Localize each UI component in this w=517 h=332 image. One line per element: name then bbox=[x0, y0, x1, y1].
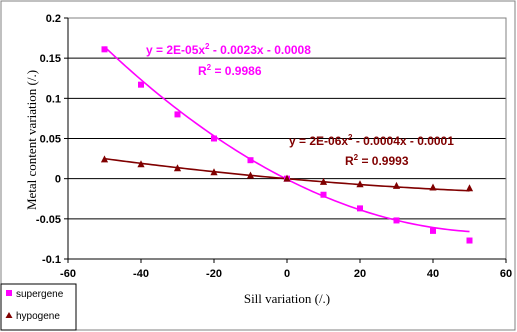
supergene-point bbox=[430, 227, 436, 234]
y-tick-label: 0.1 bbox=[46, 93, 61, 105]
supergene-point bbox=[247, 157, 254, 164]
legend-supergene-marker bbox=[6, 290, 12, 296]
supergene-r2: R2 = 0.9986 bbox=[198, 63, 262, 78]
hypogene-point bbox=[100, 155, 109, 163]
hypogene-point bbox=[173, 164, 182, 172]
supergene-point bbox=[101, 46, 108, 53]
hypogene-point bbox=[319, 177, 328, 185]
hypogene-r2: R2 = 0.9993 bbox=[345, 153, 409, 168]
supergene-point bbox=[211, 135, 217, 142]
hypogene-point bbox=[429, 183, 437, 191]
supergene-equation: y = 2E-05x2 - 0.0023x - 0.0008 bbox=[146, 42, 311, 57]
legend-hypogene-label: hypogene bbox=[16, 311, 60, 322]
data-points bbox=[100, 46, 474, 244]
x-axis-title: Sill variation (/.) bbox=[244, 291, 330, 306]
legend: supergene hypogene bbox=[0, 283, 77, 331]
y-tick-label: -0.05 bbox=[36, 214, 61, 226]
legend-supergene-label: supergene bbox=[16, 289, 64, 300]
y-tick-label: -0.1 bbox=[42, 254, 61, 266]
legend-box bbox=[0, 283, 77, 331]
supergene-point bbox=[466, 237, 473, 244]
x-tick-label: 0 bbox=[284, 268, 290, 280]
x-tick-label: -60 bbox=[60, 268, 76, 280]
supergene-point bbox=[357, 205, 363, 212]
legend-hypogene-marker bbox=[5, 312, 13, 318]
x-tick-label: -20 bbox=[206, 268, 222, 280]
hypogene-point bbox=[137, 160, 145, 168]
x-tick-label: 60 bbox=[500, 268, 512, 280]
hypogene-point bbox=[246, 171, 255, 179]
hypogene-point bbox=[392, 181, 401, 189]
hypogene-point bbox=[283, 174, 291, 182]
axes: 0.2 0.15 0.1 0.05 0 -0.05 -0.1 -60 -40 -20 0 20 40 60 bbox=[36, 13, 512, 280]
y-axis-title: Metal content variation (/.) bbox=[24, 70, 39, 210]
supergene-point bbox=[320, 191, 327, 198]
x-tick-label: 20 bbox=[354, 268, 366, 280]
hypogene-equation: y = 2E-06x2 - 0.0004x - 0.0001 bbox=[289, 133, 454, 148]
supergene-point bbox=[393, 217, 400, 224]
y-tick-label: 0.15 bbox=[40, 53, 61, 65]
y-tick-label: 0 bbox=[55, 174, 61, 186]
x-tick-label: -40 bbox=[133, 268, 149, 280]
hypogene-point bbox=[465, 184, 474, 192]
y-tick-label: 0.05 bbox=[40, 134, 61, 146]
y-tick-label: 0.2 bbox=[46, 13, 61, 25]
hypogene-point bbox=[210, 168, 218, 176]
supergene-point bbox=[174, 111, 181, 118]
x-tick-label: 40 bbox=[427, 268, 439, 280]
gridlines bbox=[68, 57, 506, 220]
hypogene-point bbox=[356, 180, 364, 188]
supergene-point bbox=[138, 81, 144, 88]
